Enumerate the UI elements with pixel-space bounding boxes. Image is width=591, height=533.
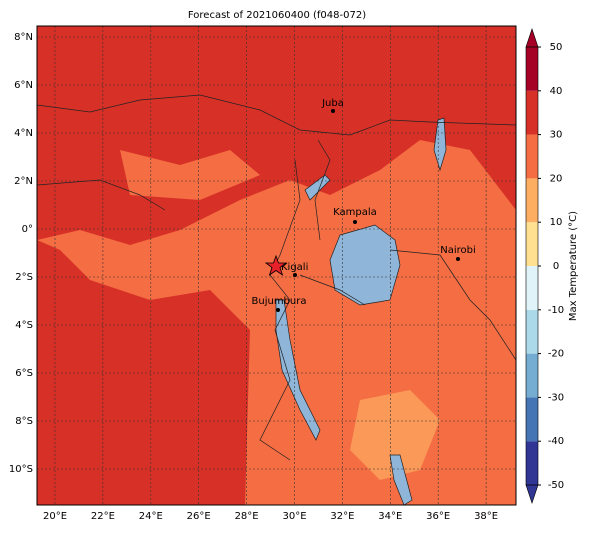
colorbar-band: [526, 309, 538, 354]
border: [37, 139, 516, 461]
lat-tick-label: 8°N: [14, 32, 33, 43]
colorbar-band: [526, 47, 538, 91]
lon-tick-label: 24°E: [139, 511, 163, 522]
colorbar-tick-label: -30: [548, 392, 564, 403]
lon-tick-label: 36°E: [426, 511, 450, 522]
lat-tick-label: 8°S: [15, 416, 33, 427]
lon-tick-label: 34°E: [378, 511, 402, 522]
colorbar-band: [526, 441, 538, 485]
colorbar-tick-label: -10: [548, 305, 564, 316]
colorbar-band: [526, 134, 538, 179]
colorbar-extend: [525, 28, 539, 48]
lake-malawi: [389, 454, 413, 505]
city-label: Kampala: [333, 207, 377, 218]
city-dot: [276, 308, 280, 312]
colorbar-band: [526, 397, 538, 442]
lake-victoria: [329, 224, 401, 306]
location-star: [264, 254, 288, 277]
lake-tanganyika: [275, 299, 321, 441]
hot-region: [37, 240, 250, 505]
map-area: [37, 26, 516, 505]
lat-tick-label: 0°: [22, 224, 33, 235]
lat-tick-label: 10°S: [9, 464, 33, 475]
lon-tick-label: 20°E: [43, 511, 67, 522]
colorbar-label: Max Temperature (°C): [568, 211, 579, 321]
colorbar-tick-label: 20: [550, 173, 563, 184]
lake-turkana: [433, 117, 447, 172]
city-dot: [331, 109, 335, 113]
city-dot: [293, 273, 297, 277]
colorbar-tick-label: 30: [550, 130, 563, 141]
colorbar-tick-label: 10: [550, 217, 563, 228]
lon-tick-label: 38°E: [474, 511, 498, 522]
lon-tick-label: 30°E: [282, 511, 306, 522]
city-dot: [353, 220, 357, 224]
lat-tick-label: 4°N: [14, 128, 33, 139]
lat-tick-label: 6°N: [14, 80, 33, 91]
colorbar-band: [526, 353, 538, 398]
lat-tick-label: 6°S: [15, 368, 33, 379]
lon-tick-label: 22°E: [91, 511, 115, 522]
colorbar-tick-label: 40: [550, 86, 563, 97]
colorbar-tick-label: -50: [548, 480, 564, 491]
lat-tick-label: 2°N: [14, 176, 33, 187]
lat-tick-label: 4°S: [15, 320, 33, 331]
lon-tick-label: 32°E: [330, 511, 354, 522]
city-label: Nairobi: [440, 245, 476, 256]
colorbar-tick-label: -20: [548, 349, 564, 360]
colorbar-tick-label: 0: [553, 261, 559, 272]
map-frame: [36, 25, 517, 506]
colorbar-band: [526, 266, 538, 310]
warm-patch: [120, 150, 260, 200]
border: [37, 94, 516, 136]
lon-tick-label: 28°E: [235, 511, 259, 522]
colorbar-band: [526, 222, 538, 266]
lon-tick-label: 26°E: [187, 511, 211, 522]
title: Forecast of 2021060400 (f048-072): [188, 10, 366, 21]
colorbar-band: [526, 178, 538, 223]
city-label: Kigali: [281, 262, 308, 273]
mild-patch: [350, 390, 440, 480]
city-label: Bujumbura: [252, 296, 307, 307]
colorbar-band: [526, 90, 538, 135]
colorbar-tick-label: -40: [548, 436, 564, 447]
colorbar-tick-label: 50: [550, 42, 563, 53]
colorbar-extend: [525, 484, 539, 504]
lat-tick-label: 2°S: [15, 272, 33, 283]
city-label: Juba: [321, 98, 344, 109]
lake-albert: [304, 174, 331, 201]
city-dot: [456, 257, 460, 261]
